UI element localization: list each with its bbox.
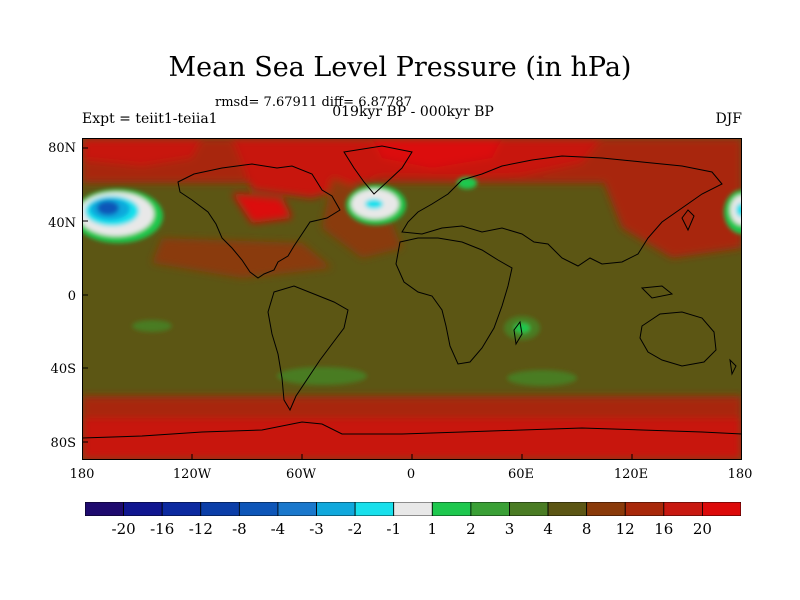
- colorbar-label: -1: [386, 520, 401, 538]
- colorbar-swatch: [470, 502, 510, 516]
- colorbar-swatch: [161, 502, 202, 516]
- colorbar-swatch: [624, 502, 665, 516]
- chart-title: Mean Sea Level Pressure (in hPa): [168, 52, 632, 83]
- lon-tick-180e: 180: [727, 467, 753, 482]
- colorbar-label: 20: [692, 520, 712, 538]
- lat-tick-0: 0: [67, 289, 76, 304]
- colorbar-label: 4: [543, 520, 553, 538]
- colorbar-label: 3: [504, 520, 515, 538]
- colorbar-label: 8: [581, 520, 592, 538]
- colorbar-label: -16: [150, 520, 175, 538]
- anomaly-positive-fields: [82, 138, 742, 460]
- lon-tick-180w: 180: [69, 467, 95, 482]
- pressure-map: [82, 138, 742, 460]
- colorbar-label: -20: [111, 520, 136, 538]
- colorbar-swatch: [200, 502, 240, 516]
- colorbar-swatch: [238, 502, 279, 516]
- lon-tick-60w: 60W: [286, 467, 316, 482]
- experiment-label: Expt = teiit1-teiia1: [82, 111, 218, 127]
- season-label: DJF: [715, 111, 742, 127]
- colorbar-swatch: [509, 502, 549, 516]
- colorbar-swatch: [277, 502, 317, 516]
- colorbar-swatch: [85, 502, 124, 516]
- lon-tick-60e: 60E: [507, 467, 535, 482]
- colorbar-label: 12: [615, 520, 635, 538]
- colorbar-swatch: [316, 502, 356, 516]
- lat-tick-80s: 80S: [50, 436, 76, 451]
- minor-lows: [132, 177, 577, 386]
- period-label: 019kyr BP - 000kyr BP: [332, 104, 494, 120]
- colorbar-swatch: [547, 502, 588, 516]
- colorbar-label: 16: [654, 520, 674, 538]
- colorbar-label: 1: [427, 520, 438, 538]
- colorbar-swatch: [431, 502, 472, 516]
- lon-tick-120e: 120E: [613, 467, 649, 482]
- colorbar-swatch: [663, 502, 703, 516]
- colorbar-swatch: [393, 502, 433, 516]
- colorbar-label: -12: [188, 520, 213, 538]
- north-pacific-low: [82, 189, 742, 243]
- colorbar-swatch: [586, 502, 626, 516]
- colorbar-swatch: [354, 502, 395, 516]
- colorbar-label: 2: [466, 520, 476, 538]
- lon-tick-120w: 120W: [172, 467, 212, 482]
- map-ticks: [82, 147, 633, 460]
- colorbar-label: -8: [232, 520, 247, 538]
- colorbar-swatch: [702, 502, 741, 516]
- colorbar-label: -2: [347, 520, 363, 538]
- colorbar-label: -4: [270, 520, 286, 538]
- lat-tick-80n: 80N: [48, 141, 76, 156]
- north-atlantic-low: [346, 185, 406, 225]
- colorbar-label: -3: [309, 520, 324, 538]
- lat-tick-40n: 40N: [48, 216, 76, 231]
- lon-tick-0: 0: [406, 467, 416, 482]
- coastlines: [82, 145, 742, 439]
- lat-tick-40s: 40S: [50, 362, 76, 377]
- colorbar: [85, 502, 741, 516]
- stats-text: rmsd= 7.67911 diff= 6.87787: [215, 95, 412, 110]
- colorbar-swatch: [123, 502, 163, 516]
